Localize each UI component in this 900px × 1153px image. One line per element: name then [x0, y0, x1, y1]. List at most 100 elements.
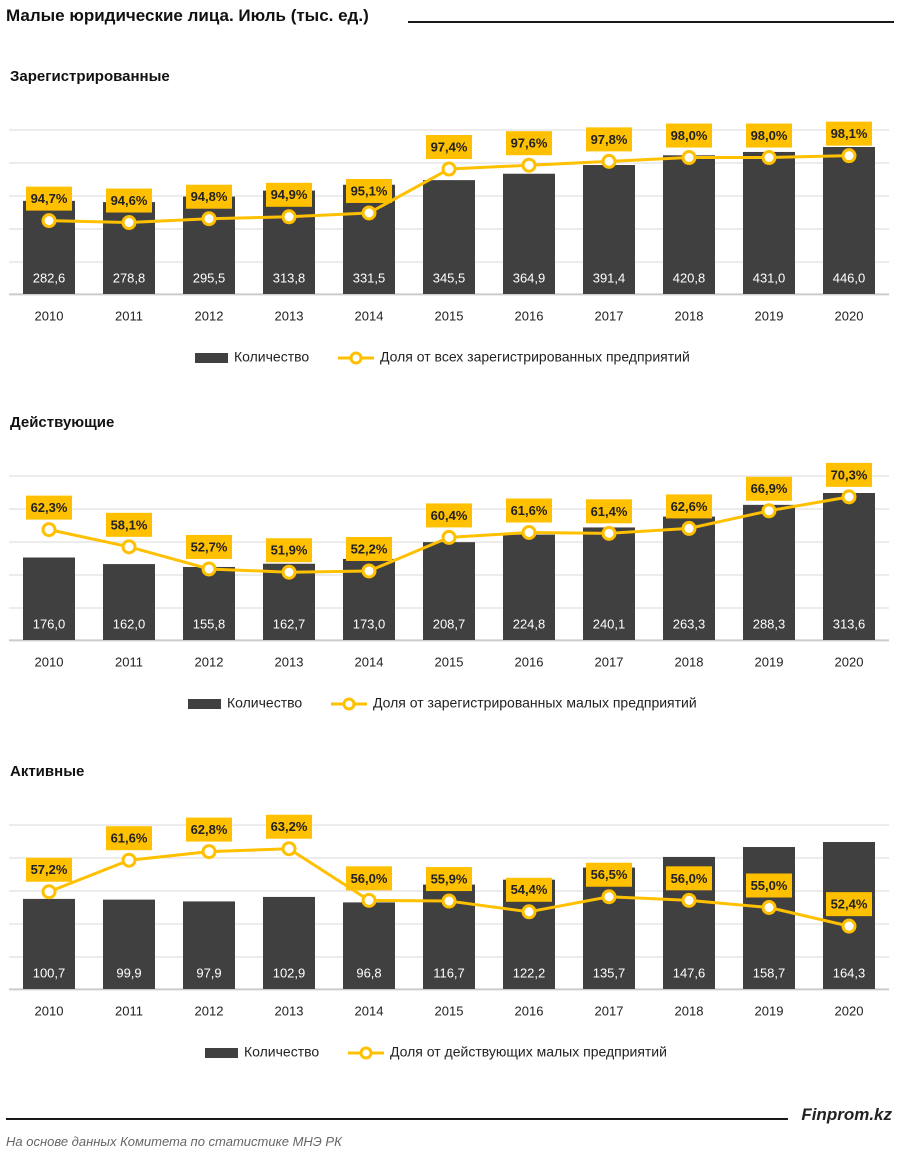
bar-value-label: 122,2: [513, 965, 546, 980]
bar-value-label: 102,9: [273, 965, 306, 980]
x-tick-label: 2015: [435, 1003, 464, 1018]
line-value-label: 51,9%: [271, 543, 308, 558]
line-value-label: 94,8%: [191, 189, 228, 204]
bar-value-label: 164,3: [833, 965, 866, 980]
x-tick-label: 2017: [595, 654, 624, 669]
line-value-label-bg: [186, 534, 232, 559]
line-value-label-bg: [666, 123, 712, 148]
bar-value-label: 313,6: [833, 616, 866, 631]
bar: [423, 542, 475, 640]
bar-value-label: 173,0: [353, 616, 386, 631]
bar-value-label: 162,7: [273, 616, 306, 631]
bar: [663, 155, 715, 294]
line-value-label-bg: [826, 462, 872, 487]
x-tick-label: 2020: [835, 1003, 864, 1018]
x-tick-label: 2015: [435, 654, 464, 669]
x-tick-label: 2016: [515, 654, 544, 669]
line-value-label-bg: [426, 503, 472, 528]
line-value-label-bg: [266, 814, 312, 839]
bar-value-label: 288,3: [753, 616, 786, 631]
line-value-label: 58,1%: [111, 517, 148, 532]
bar: [423, 180, 475, 294]
bar-value-label: 420,8: [673, 270, 706, 285]
line-point: [41, 522, 57, 538]
x-tick-label: 2020: [835, 308, 864, 323]
bar: [503, 534, 555, 640]
bar: [183, 566, 235, 640]
bar-value-label: 158,7: [753, 965, 786, 980]
line-value-label-bg: [106, 826, 152, 851]
line-value-label: 52,7%: [191, 539, 228, 554]
x-tick-label: 2011: [115, 308, 143, 323]
x-tick-label: 2014: [355, 654, 384, 669]
line-point: [41, 213, 57, 229]
line-point: [361, 563, 377, 579]
line-value-label: 97,6%: [511, 136, 548, 151]
bar-value-label: 176,0: [33, 616, 66, 631]
line-point: [601, 153, 617, 169]
bar: [823, 147, 875, 294]
chart-active: 100,7 99,9 97,9 102,9 96,8 116,7 122,2 135,7 147…: [0, 763, 900, 1075]
line-value-label-bg: [106, 188, 152, 213]
bar-value-label: 240,1: [593, 616, 626, 631]
bar-value-label: 364,9: [513, 270, 546, 285]
line-value-label-bg: [106, 512, 152, 537]
line-value-label: 94,7%: [31, 191, 68, 206]
line-value-label: 98,1%: [831, 126, 868, 141]
bar: [823, 493, 875, 640]
line-point: [281, 841, 297, 857]
line-point: [361, 205, 377, 221]
bar: [23, 557, 75, 640]
chart-active-svg: 100,7 99,9 97,9 102,9 96,8 116,7 122,2 135,7 147…: [9, 814, 889, 1060]
x-tick-label: 2013: [275, 654, 304, 669]
line-value-label-bg: [186, 817, 232, 842]
x-tick-label: 2019: [755, 308, 784, 323]
line-value-label: 98,0%: [751, 128, 788, 143]
bar-value-label: 263,3: [673, 616, 706, 631]
bar: [743, 847, 795, 989]
line-value-label-bg: [586, 862, 632, 887]
line-value-label-bg: [266, 182, 312, 207]
bar-value-label: 282,6: [33, 270, 66, 285]
legend-line-label: Доля от действующих малых предприятий: [390, 1044, 667, 1060]
line-value-label-bg: [346, 536, 392, 561]
line-point: [841, 918, 857, 934]
line-point: [201, 561, 217, 577]
bar-value-label: 446,0: [833, 270, 866, 285]
bar-value-label: 345,5: [433, 270, 466, 285]
chart-registered: 282,6 278,8 295,5 313,8 331,5 345,5 364,9 391,4…: [0, 68, 900, 380]
x-tick-label: 2020: [835, 654, 864, 669]
line-value-label-bg: [26, 857, 72, 882]
line-point: [521, 157, 537, 173]
line-point: [121, 539, 137, 555]
x-tick-label: 2011: [115, 1003, 143, 1018]
chart-title: Действующие: [10, 414, 115, 431]
x-tick-label: 2016: [515, 308, 544, 323]
bar-value-label: 147,6: [673, 965, 706, 980]
bar: [583, 867, 635, 989]
line-point: [201, 211, 217, 227]
x-tick-label: 2014: [355, 1003, 384, 1018]
line-point: [201, 844, 217, 860]
bar-value-label: 224,8: [513, 616, 546, 631]
line-point: [441, 893, 457, 909]
line-value-label: 94,6%: [111, 193, 148, 208]
x-tick-label: 2018: [675, 308, 704, 323]
line-point: [441, 161, 457, 177]
bar-value-label: 162,0: [113, 616, 146, 631]
line-value-label: 70,3%: [831, 467, 868, 482]
legend-bar-swatch: [205, 1048, 238, 1058]
footer-divider: [6, 1118, 788, 1120]
line-value-label: 97,8%: [591, 132, 628, 147]
x-tick-label: 2010: [35, 1003, 64, 1018]
line-value-label: 56,5%: [591, 867, 628, 882]
bar-value-label: 278,8: [113, 270, 146, 285]
line-value-label: 61,6%: [111, 831, 148, 846]
bar: [583, 164, 635, 294]
line-value-label-bg: [506, 131, 552, 156]
bar-value-label: 391,4: [593, 270, 626, 285]
line-point: [681, 150, 697, 166]
line-point: [281, 564, 297, 580]
line-value-label-bg: [426, 867, 472, 892]
line-value-label: 56,0%: [671, 871, 708, 886]
